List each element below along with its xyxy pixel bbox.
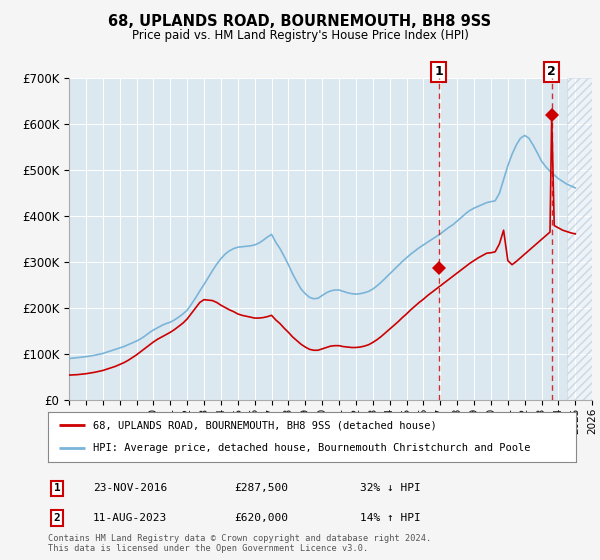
Bar [567, 78, 592, 400]
Text: £287,500: £287,500 [234, 483, 288, 493]
Text: 1: 1 [434, 66, 443, 78]
Text: £620,000: £620,000 [234, 513, 288, 523]
Text: 11-AUG-2023: 11-AUG-2023 [93, 513, 167, 523]
Text: 68, UPLANDS ROAD, BOURNEMOUTH, BH8 9SS: 68, UPLANDS ROAD, BOURNEMOUTH, BH8 9SS [109, 14, 491, 29]
Text: Contains HM Land Registry data © Crown copyright and database right 2024.
This d: Contains HM Land Registry data © Crown c… [48, 534, 431, 553]
Text: Price paid vs. HM Land Registry's House Price Index (HPI): Price paid vs. HM Land Registry's House … [131, 29, 469, 42]
Text: 32% ↓ HPI: 32% ↓ HPI [360, 483, 421, 493]
Text: 1: 1 [53, 483, 61, 493]
Text: HPI: Average price, detached house, Bournemouth Christchurch and Poole: HPI: Average price, detached house, Bour… [93, 444, 530, 454]
Text: 2: 2 [53, 513, 61, 523]
Text: 68, UPLANDS ROAD, BOURNEMOUTH, BH8 9SS (detached house): 68, UPLANDS ROAD, BOURNEMOUTH, BH8 9SS (… [93, 420, 437, 430]
Text: 2: 2 [547, 66, 556, 78]
Text: 14% ↑ HPI: 14% ↑ HPI [360, 513, 421, 523]
Text: 23-NOV-2016: 23-NOV-2016 [93, 483, 167, 493]
Bar [567, 78, 592, 400]
